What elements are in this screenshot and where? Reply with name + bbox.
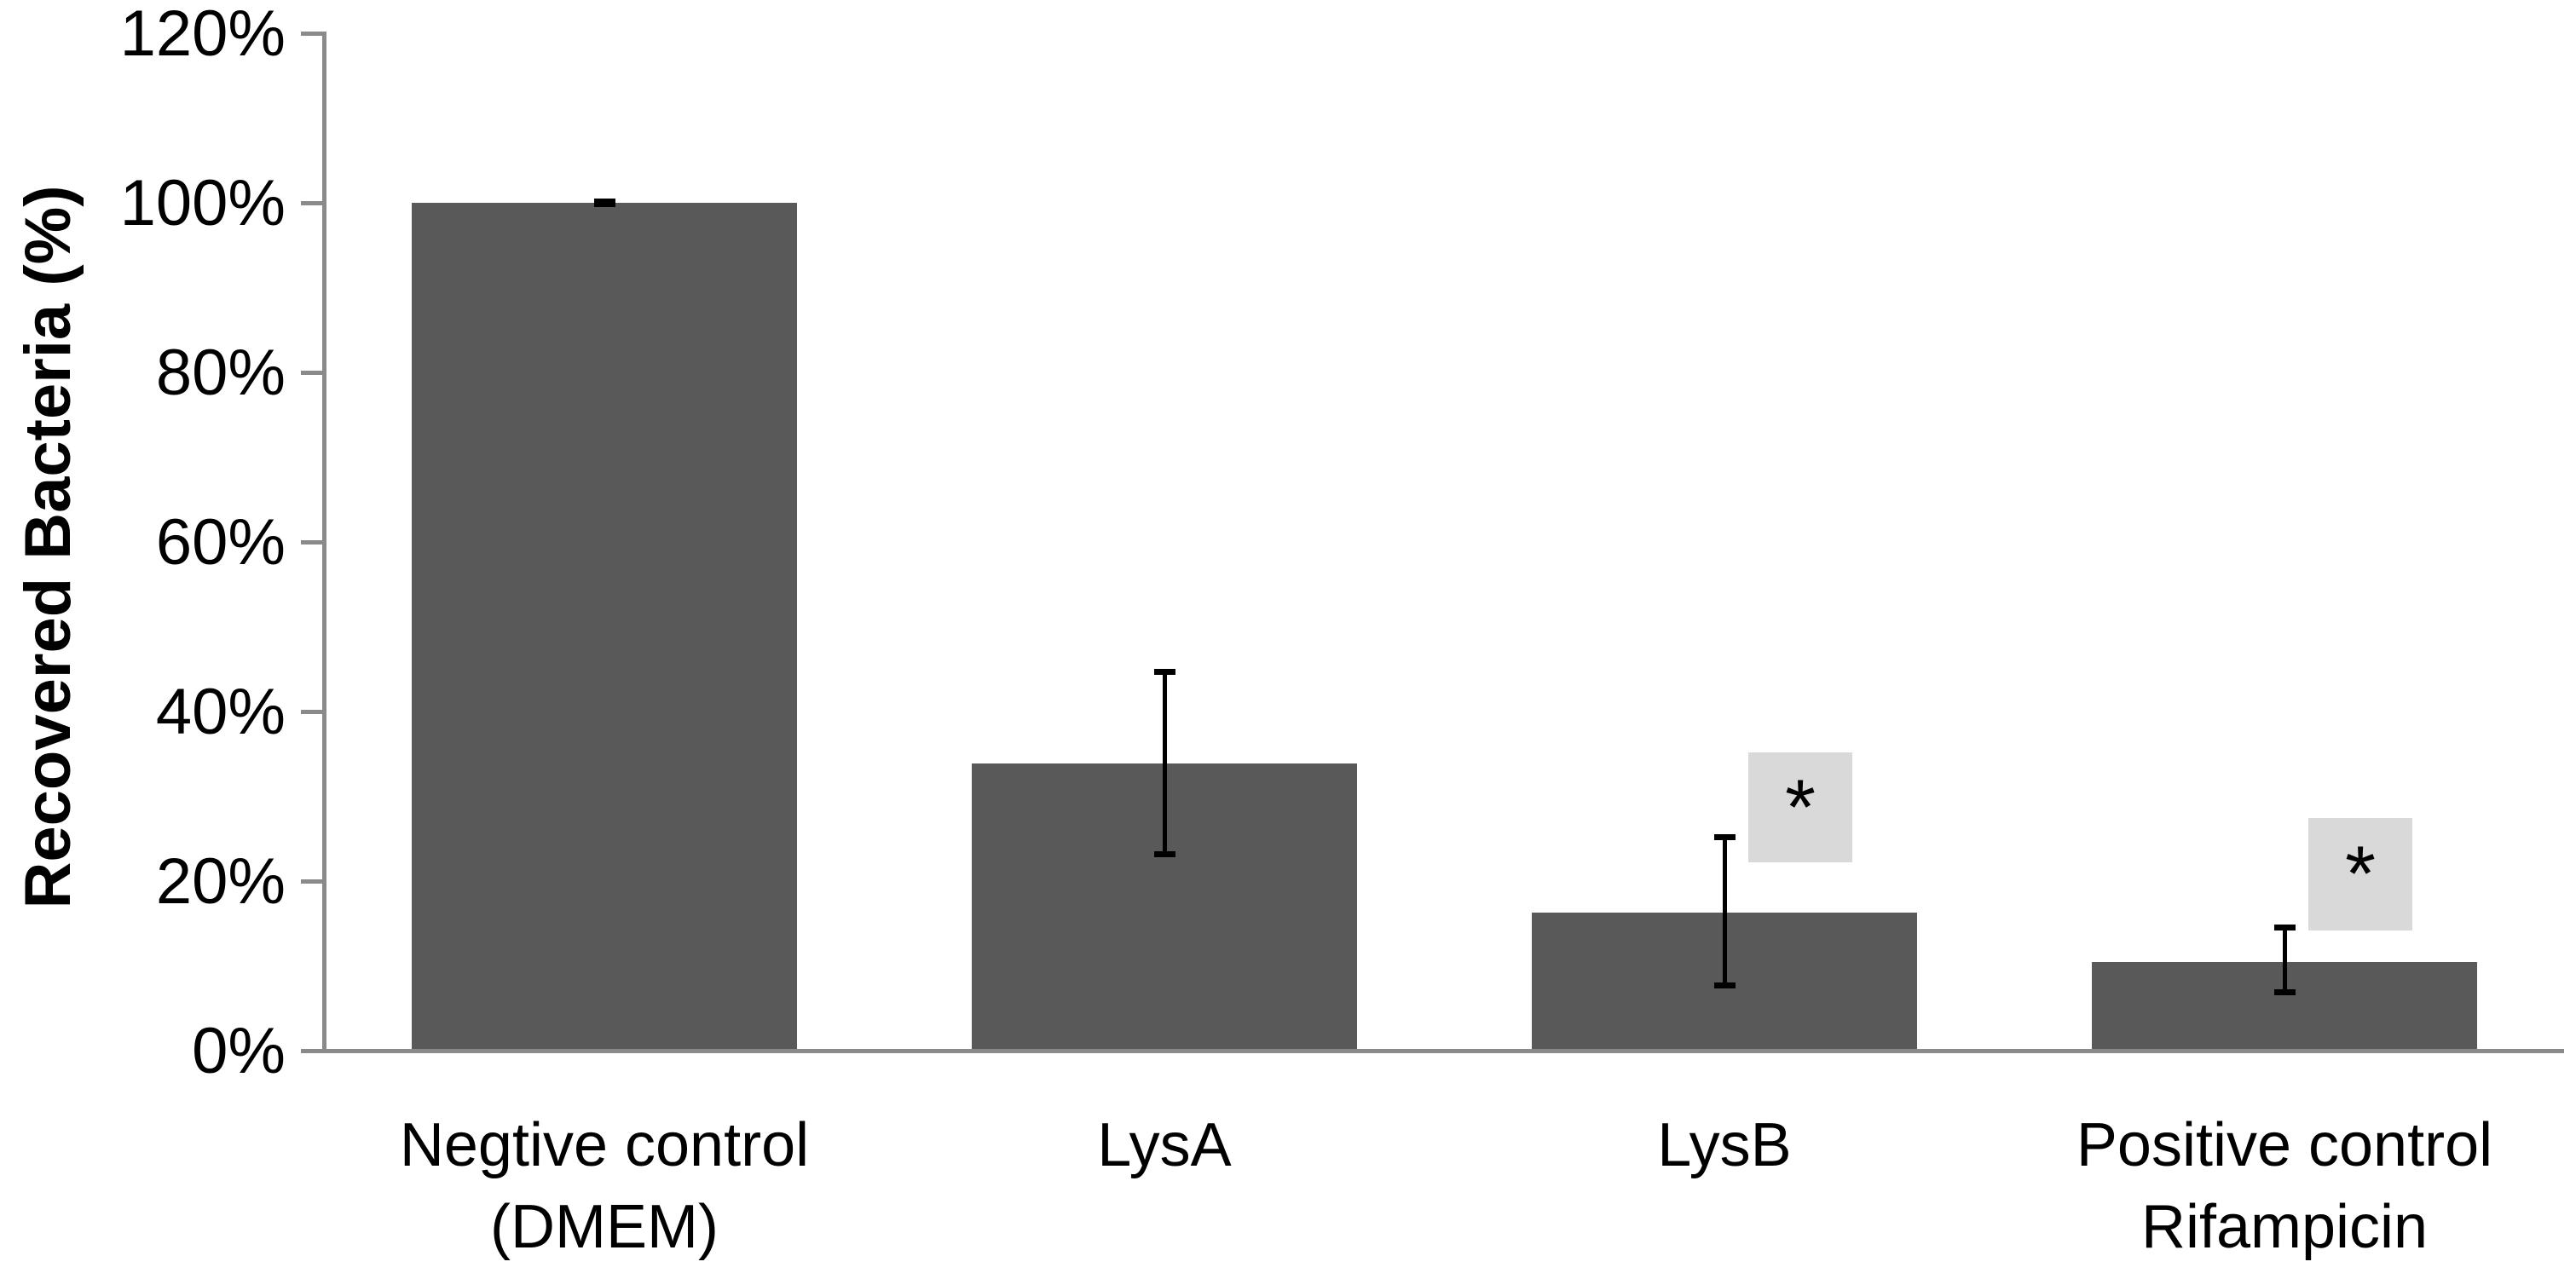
y-tick-label: 80%	[155, 336, 286, 409]
error-bar-cap-bottom	[594, 201, 615, 207]
y-tick-label: 40%	[155, 675, 286, 748]
x-category-label: LysB	[1341, 1104, 2108, 1186]
x-category-label-line: Rifampicin	[2140, 1193, 2429, 1261]
y-axis-line	[322, 32, 326, 1053]
y-tick-label: 120%	[119, 0, 286, 70]
significance-marker-box: *	[2308, 818, 2412, 930]
bar-1	[412, 203, 797, 1051]
x-category-label: Positive control Rifampicin	[1901, 1104, 2576, 1268]
error-bar-cap-top	[1714, 834, 1736, 840]
error-bar-line	[1163, 671, 1167, 855]
x-category-label-line: (DMEM)	[490, 1193, 719, 1261]
y-tick-label: 100%	[119, 166, 286, 239]
x-category-label-line: LysA	[1097, 1111, 1232, 1179]
x-category-label-line: Negtive control	[399, 1111, 810, 1179]
y-tick-mark	[301, 371, 322, 375]
x-axis-line	[301, 1049, 2564, 1053]
y-tick-mark	[301, 201, 322, 205]
asterisk-significance-symbol: *	[1785, 763, 1816, 851]
x-category-label-line: Positive control	[2076, 1111, 2493, 1179]
significance-marker-box: *	[1748, 752, 1852, 862]
y-tick-label: 20%	[155, 844, 286, 918]
asterisk-significance-symbol: *	[2345, 831, 2376, 918]
y-tick-mark	[301, 710, 322, 714]
y-tick-mark	[301, 879, 322, 884]
y-tick-mark	[301, 32, 322, 36]
error-bar-cap-top	[1154, 669, 1175, 675]
y-tick-mark	[301, 540, 322, 544]
y-tick-label: 60%	[155, 505, 286, 579]
x-category-label: Negtive control (DMEM)	[221, 1104, 988, 1268]
error-bar-cap-bottom	[2274, 989, 2296, 995]
error-bar-cap-bottom	[1154, 851, 1175, 857]
error-bar-cap-bottom	[1714, 982, 1736, 988]
error-bar-line	[2283, 927, 2287, 993]
x-category-label-line: LysB	[1657, 1111, 1792, 1179]
y-tick-label: 0%	[192, 1014, 286, 1087]
x-category-label: LysA	[781, 1104, 1548, 1186]
error-bar-cap-top	[2274, 925, 2296, 930]
error-bar-line	[1723, 837, 1727, 986]
